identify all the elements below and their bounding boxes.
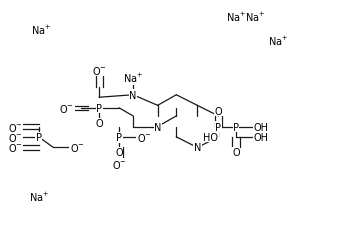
Text: O$^{-}$: O$^{-}$	[92, 64, 107, 76]
Text: O$^{-}$: O$^{-}$	[112, 158, 126, 170]
Text: O$^{-}$: O$^{-}$	[137, 131, 152, 143]
Text: O: O	[115, 148, 123, 158]
Text: Na$^{+}$: Na$^{+}$	[31, 24, 51, 37]
Text: N: N	[130, 90, 137, 100]
Text: O$^{-}$: O$^{-}$	[8, 121, 22, 133]
Text: O: O	[232, 148, 240, 158]
Text: P: P	[116, 133, 122, 143]
Text: N: N	[154, 122, 161, 132]
Text: O$^{-}$: O$^{-}$	[59, 102, 74, 114]
Text: Na$^{+}$: Na$^{+}$	[268, 35, 289, 48]
Text: P: P	[96, 103, 102, 113]
Text: OH: OH	[253, 132, 269, 142]
Text: P: P	[233, 122, 239, 132]
Text: O: O	[215, 106, 222, 116]
Text: O$^{-}$: O$^{-}$	[8, 142, 22, 154]
Text: N: N	[194, 143, 201, 153]
Text: O: O	[95, 119, 103, 129]
Text: P: P	[216, 122, 222, 132]
Text: HO: HO	[204, 132, 218, 142]
Text: O$^{-}$: O$^{-}$	[8, 131, 22, 143]
Text: Na$^{+}$Na$^{+}$: Na$^{+}$Na$^{+}$	[226, 11, 266, 24]
Text: P: P	[36, 133, 42, 143]
Text: OH: OH	[253, 122, 269, 132]
Text: Na$^{+}$: Na$^{+}$	[123, 72, 143, 85]
Text: Na$^{+}$: Na$^{+}$	[29, 190, 50, 203]
Text: O$^{-}$: O$^{-}$	[70, 142, 85, 154]
